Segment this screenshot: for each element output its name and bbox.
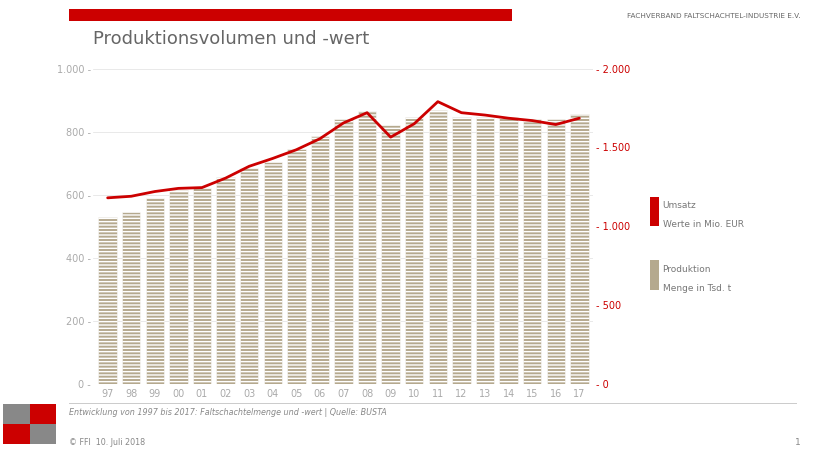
Bar: [546, 119, 565, 384]
Bar: [523, 119, 541, 384]
Bar: [216, 177, 235, 384]
Bar: [428, 110, 447, 384]
Bar: [405, 117, 424, 384]
Bar: [193, 188, 211, 384]
FancyBboxPatch shape: [3, 404, 30, 425]
Text: Produktion: Produktion: [663, 265, 711, 274]
Bar: [122, 212, 141, 384]
Bar: [358, 111, 376, 384]
Bar: [452, 117, 471, 384]
Text: FACHVERBAND FALTSCHACHTEL-INDUSTRIE E.V.: FACHVERBAND FALTSCHACHTEL-INDUSTRIE E.V.: [628, 13, 801, 19]
Text: Menge in Tsd. t: Menge in Tsd. t: [663, 284, 731, 293]
FancyBboxPatch shape: [30, 404, 56, 425]
Bar: [169, 190, 188, 384]
Text: 1: 1: [795, 438, 801, 447]
Text: © FFI  10. Juli 2018: © FFI 10. Juli 2018: [69, 438, 146, 447]
Bar: [146, 198, 164, 384]
Bar: [311, 136, 329, 384]
Bar: [98, 217, 117, 384]
Bar: [570, 114, 589, 384]
Text: Werte in Mio. EUR: Werte in Mio. EUR: [663, 220, 744, 229]
Bar: [476, 117, 494, 384]
Text: Entwicklung von 1997 bis 2017: Faltschachtelmenge und -wert | Quelle: BUSTA: Entwicklung von 1997 bis 2017: Faltschac…: [69, 408, 387, 417]
Bar: [499, 117, 518, 384]
Bar: [381, 125, 400, 384]
FancyBboxPatch shape: [3, 424, 30, 444]
Text: Umsatz: Umsatz: [663, 201, 697, 210]
Text: Produktionsvolumen und -wert: Produktionsvolumen und -wert: [93, 30, 370, 48]
Bar: [334, 119, 353, 384]
FancyBboxPatch shape: [30, 424, 56, 444]
Bar: [240, 168, 259, 384]
Bar: [287, 149, 306, 384]
Bar: [263, 162, 282, 384]
